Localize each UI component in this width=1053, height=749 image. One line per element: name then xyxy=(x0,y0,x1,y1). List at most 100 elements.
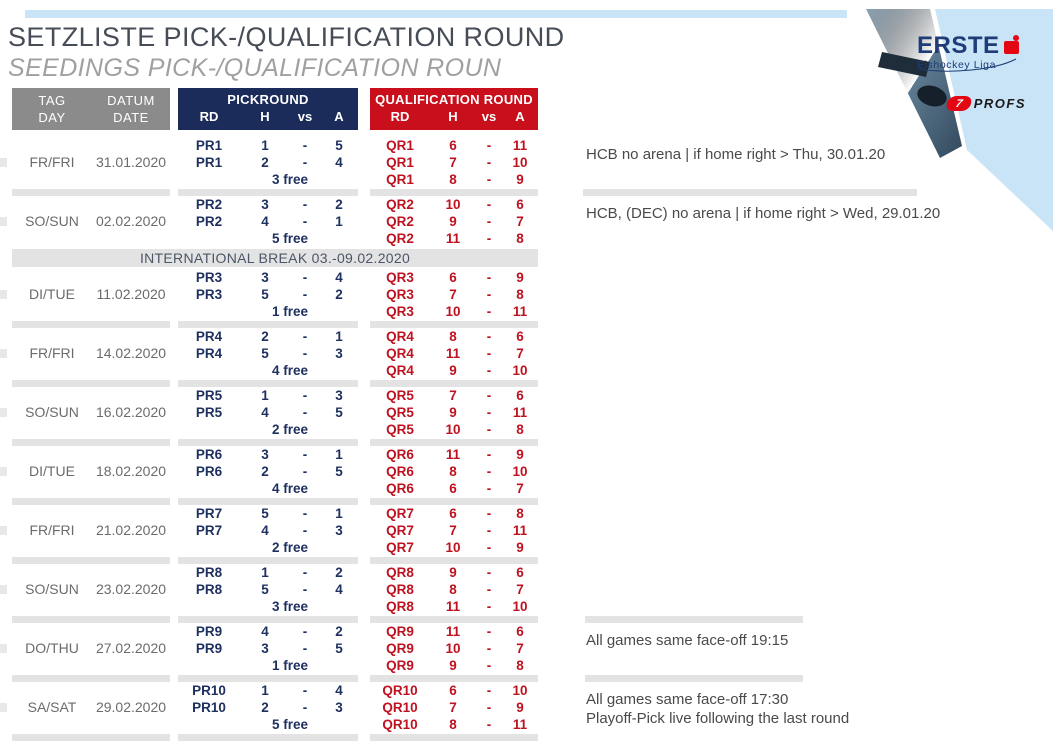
away-seed: 10 xyxy=(512,464,528,479)
separator: - xyxy=(302,346,308,361)
qual-game-row: QR7 6 - 8 xyxy=(370,505,538,522)
divider-row xyxy=(0,379,1053,387)
round-cell: QR6 xyxy=(386,447,414,462)
side-note-line: HCB no arena | if home right > Thu, 30.0… xyxy=(586,146,886,163)
qual-game-row: QR5 10 - 8 xyxy=(370,421,538,438)
separator: - xyxy=(302,270,308,285)
divider-bar xyxy=(12,734,170,741)
international-break-banner: INTERNATIONAL BREAK 03.-09.02.2020 xyxy=(12,249,538,267)
home-seed: 9 xyxy=(449,363,457,378)
schedule-row: SA/SAT 29.02.2020 PR10 1 - 4 PR10 2 - 3 … xyxy=(0,682,1053,733)
row-edge-marker xyxy=(0,585,7,594)
away-seed: 2 xyxy=(335,565,343,580)
separator: - xyxy=(486,582,492,597)
away-seed: 4 xyxy=(335,683,343,698)
pick-game-row: PR3 3 - 4 xyxy=(178,269,358,286)
schedule-row: DO/THU 27.02.2020 PR9 4 - 2 PR9 3 - 5 1 … xyxy=(0,623,1053,674)
away-seed: 3 xyxy=(335,388,343,403)
qual-game-row: QR4 8 - 6 xyxy=(370,328,538,345)
home-seed: 9 xyxy=(449,214,457,229)
qual-game-row: QR4 11 - 7 xyxy=(370,345,538,362)
col-h: H xyxy=(448,109,458,124)
qual-game-row: QR10 7 - 9 xyxy=(370,699,538,716)
divider-bar xyxy=(12,439,170,446)
erste-eishockey-liga-logo: ERSTE Eishockey Liga xyxy=(917,34,1029,72)
round-cell: QR8 xyxy=(386,599,414,614)
home-seed: 1 xyxy=(261,138,269,153)
profs-seven-icon: 7 xyxy=(944,96,973,111)
pickround-header: PICKROUND RD H vs A xyxy=(178,88,358,130)
separator: - xyxy=(302,214,308,229)
round-cell: QR2 xyxy=(386,197,414,212)
round-cell: QR2 xyxy=(386,231,414,246)
round-cell: PR9 xyxy=(195,641,223,656)
separator: - xyxy=(486,717,492,732)
round-cell: PR10 xyxy=(192,700,226,715)
qual-game-row: QR5 9 - 11 xyxy=(370,404,538,421)
home-seed: 5 xyxy=(261,506,269,521)
qualification-cell-group: QR3 6 - 9 QR3 7 - 8 QR3 10 - 11 xyxy=(370,269,538,320)
away-seed: 5 xyxy=(335,464,343,479)
home-seed: 4 xyxy=(261,405,269,420)
round-cell: QR10 xyxy=(382,683,418,698)
away-seed: 6 xyxy=(516,565,524,580)
round-cell: QR7 xyxy=(386,523,414,538)
divider-bar xyxy=(12,189,170,196)
away-seed: 9 xyxy=(516,540,524,555)
round-cell: QR8 xyxy=(386,565,414,580)
qual-game-row: QR10 6 - 10 xyxy=(370,682,538,699)
col-rd: RD xyxy=(199,109,219,124)
away-seed: 2 xyxy=(335,197,343,212)
row-edge-marker xyxy=(0,526,7,535)
home-seed: 10 xyxy=(445,197,461,212)
qualification-cell-group: QR1 6 - 11 QR1 7 - 10 QR1 8 - 9 xyxy=(370,137,538,188)
round-cell: PR1 xyxy=(195,138,223,153)
side-note-line: All games same face-off 17:30 xyxy=(586,691,789,708)
qual-game-row: QR9 11 - 6 xyxy=(370,623,538,640)
side-note-line: Playoff-Pick live following the last rou… xyxy=(586,710,850,727)
day-date-cell-group: FR/FRI 21.02.2020 xyxy=(12,505,170,556)
side-note: HCB, (DEC) no arena | if home right > We… xyxy=(586,196,1026,223)
away-seed: 4 xyxy=(335,582,343,597)
pickround-cell-group: PR4 2 - 1 PR4 5 - 3 4 free xyxy=(178,328,358,379)
separator: - xyxy=(486,231,492,246)
round-cell: QR3 xyxy=(386,304,414,319)
away-seed: 9 xyxy=(516,447,524,462)
page-title: SETZLISTE PICK-/QUALIFICATION ROUND xyxy=(8,22,565,52)
pickround-cell-group: PR2 3 - 2 PR2 4 - 1 5 free xyxy=(178,196,358,247)
away-seed: 2 xyxy=(335,624,343,639)
round-cell: PR9 xyxy=(195,624,223,639)
round-cell: QR4 xyxy=(386,363,414,378)
round-cell: QR3 xyxy=(386,287,414,302)
pick-game-row: PR2 3 - 2 xyxy=(178,196,358,213)
pick-game-row: PR7 4 - 3 xyxy=(178,522,358,539)
separator: - xyxy=(486,565,492,580)
home-seed: 7 xyxy=(449,287,457,302)
home-seed: 6 xyxy=(449,506,457,521)
day-cell: FR/FRI xyxy=(29,522,75,538)
separator: - xyxy=(486,683,492,698)
day-date-cell-group: FR/FRI 31.01.2020 xyxy=(12,137,170,188)
qual-game-row: QR4 9 - 10 xyxy=(370,362,538,379)
qual-game-row: QR7 7 - 11 xyxy=(370,522,538,539)
away-seed: 8 xyxy=(516,231,524,246)
qual-game-row: QR10 8 - 11 xyxy=(370,716,538,733)
away-seed: 7 xyxy=(516,582,524,597)
away-seed: 9 xyxy=(516,172,524,187)
separator: - xyxy=(486,138,492,153)
away-seed: 6 xyxy=(516,197,524,212)
qual-game-row: QR8 8 - 7 xyxy=(370,581,538,598)
divider-bar xyxy=(178,321,358,328)
round-cell: PR3 xyxy=(195,287,223,302)
away-seed: 3 xyxy=(335,523,343,538)
divider-bar xyxy=(178,616,358,623)
day-cell: FR/FRI xyxy=(29,154,75,170)
separator: - xyxy=(486,197,492,212)
free-team-label: 2 free xyxy=(271,422,308,437)
home-seed: 4 xyxy=(261,624,269,639)
schedule-row: DI/TUE 18.02.2020 PR6 3 - 1 PR6 2 - 5 4 … xyxy=(0,446,1053,497)
day-cell: SO/SUN xyxy=(25,581,79,597)
qual-game-row: QR6 11 - 9 xyxy=(370,446,538,463)
day-cell: DI/TUE xyxy=(29,286,75,302)
home-seed: 1 xyxy=(261,683,269,698)
